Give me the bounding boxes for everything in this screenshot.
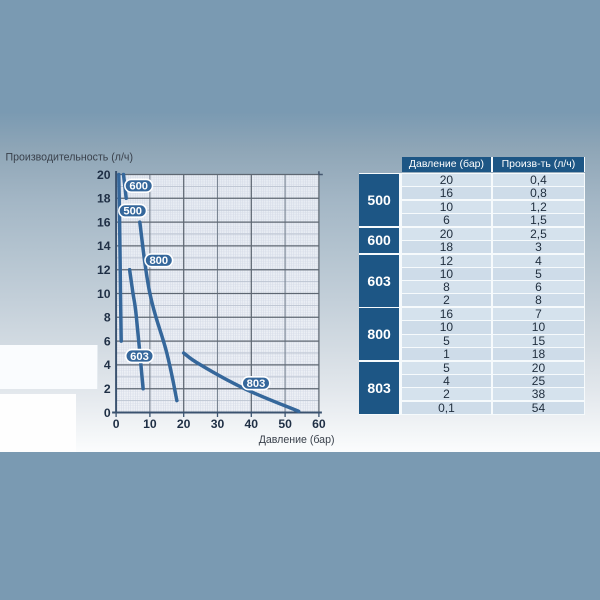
svg-text:20: 20 <box>177 417 191 431</box>
svg-text:16: 16 <box>97 215 111 229</box>
svg-text:40: 40 <box>245 417 259 431</box>
svg-text:2: 2 <box>104 382 111 396</box>
svg-text:30: 30 <box>211 417 225 431</box>
svg-text:4: 4 <box>104 358 111 372</box>
svg-text:10: 10 <box>97 287 111 301</box>
svg-text:0: 0 <box>113 417 120 431</box>
svg-text:14: 14 <box>97 239 111 253</box>
svg-text:20: 20 <box>97 168 111 182</box>
svg-text:50: 50 <box>278 417 292 431</box>
svg-text:8: 8 <box>104 311 111 325</box>
svg-text:60: 60 <box>312 417 326 431</box>
svg-text:603: 603 <box>130 351 149 363</box>
svg-text:10: 10 <box>143 417 157 431</box>
svg-text:0: 0 <box>104 406 111 420</box>
svg-text:600: 600 <box>129 181 148 193</box>
svg-text:18: 18 <box>97 192 111 206</box>
svg-text:6: 6 <box>104 334 111 348</box>
svg-text:803: 803 <box>247 378 266 390</box>
svg-text:500: 500 <box>123 206 142 218</box>
svg-text:Давление (бар): Давление (бар) <box>259 434 335 446</box>
svg-text:800: 800 <box>149 255 168 267</box>
svg-text:12: 12 <box>97 263 111 277</box>
svg-text:Производительность (л/ч): Производительность (л/ч) <box>6 151 133 163</box>
